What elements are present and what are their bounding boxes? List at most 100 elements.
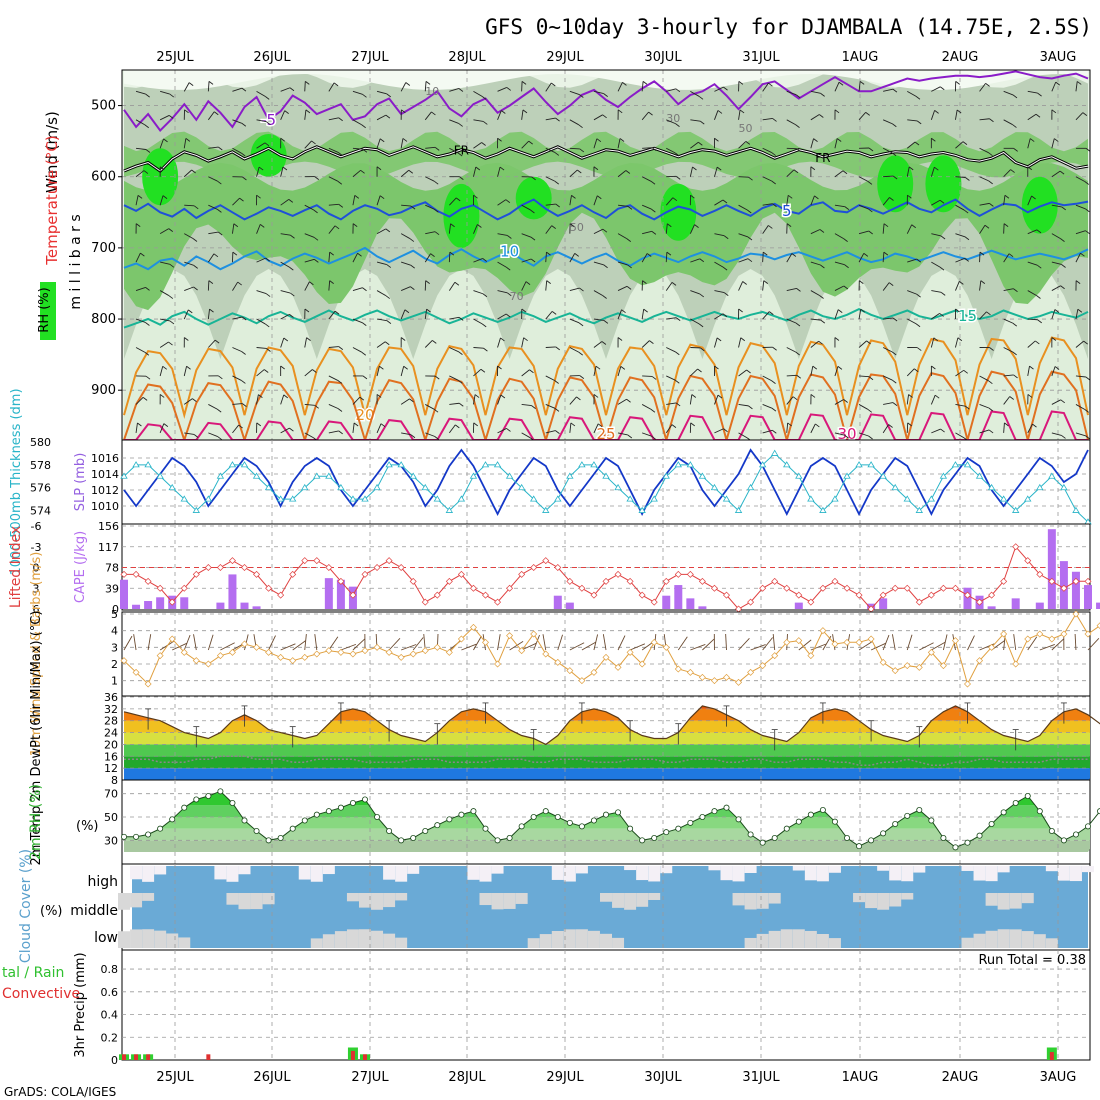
wind-barb-flag xyxy=(450,223,455,228)
wind-barb-flag xyxy=(163,423,169,427)
wind-barb-flag xyxy=(626,285,632,290)
wind-barb-flag xyxy=(892,175,898,180)
wind-ylabel-10m: 10m Wind Speed & Barbs (m/s) xyxy=(29,552,44,757)
wind-barb xyxy=(762,225,769,234)
wind-barb xyxy=(208,404,218,410)
wind-barb-flag xyxy=(1035,113,1041,118)
wind-barb xyxy=(810,90,821,94)
lifted-index-point xyxy=(1000,577,1008,585)
wind-barb-flag xyxy=(208,81,214,85)
surface-wind-barb xyxy=(1051,638,1064,651)
rh-point xyxy=(374,814,381,821)
wind-barb-flag xyxy=(1082,112,1088,116)
wind-barb-flag xyxy=(531,176,536,181)
wind-barb xyxy=(184,432,195,435)
cape-bar xyxy=(1071,571,1080,609)
lifted-index-point xyxy=(457,570,465,578)
wind-barb xyxy=(786,422,789,433)
wind-barb xyxy=(304,233,315,238)
rh-contour-label: 50 xyxy=(739,122,753,135)
lifted-index-point xyxy=(1024,557,1032,565)
wind-barb-flag xyxy=(1061,435,1066,439)
wind-barb xyxy=(642,230,652,235)
wind-barb xyxy=(135,347,146,353)
wind-barb xyxy=(449,119,459,124)
wind-barb xyxy=(328,203,339,206)
wind-barb xyxy=(232,87,243,92)
lifted-index-point xyxy=(144,577,152,585)
cloud-low-cell xyxy=(600,933,612,948)
wind-barb-flag xyxy=(430,253,435,258)
precip-ylabel: 3hr Precip (mm) xyxy=(73,952,88,1057)
wind-barb xyxy=(160,261,171,265)
pressure-tick-label: 600 xyxy=(91,170,116,185)
surface-wind-barb xyxy=(423,634,426,651)
wind-barb-flag xyxy=(1003,223,1009,228)
lifted-index-point xyxy=(1012,543,1020,551)
wind-barb-flag xyxy=(305,81,310,85)
wind-barb xyxy=(401,432,412,436)
wind-barb-flag xyxy=(145,149,151,153)
wind-barb xyxy=(376,228,387,235)
rh-point xyxy=(904,812,911,819)
wind-barb xyxy=(665,197,674,206)
wind-barb-flag xyxy=(769,311,774,315)
wind-barb-flag xyxy=(651,208,656,213)
wind-barb xyxy=(907,90,917,97)
wind-speed-point xyxy=(783,638,791,646)
wind-barb xyxy=(280,337,285,348)
surface-wind-barb xyxy=(542,634,547,651)
wind-barb-flag xyxy=(555,346,561,351)
precip-convective-bar xyxy=(206,1054,211,1060)
wind-barb-flag xyxy=(385,295,390,299)
wind-barb-flag xyxy=(957,337,963,342)
wind-barb xyxy=(593,195,598,206)
wind-speed-point xyxy=(144,680,152,688)
wind-barb-flag xyxy=(338,430,343,435)
wind-barb xyxy=(786,396,794,405)
lifted-index-point xyxy=(686,570,694,578)
wind-speed-point xyxy=(1012,660,1020,668)
cloud-mid-cell xyxy=(371,893,384,910)
surface-wind-barb xyxy=(593,634,599,651)
surface-wind-barb xyxy=(906,634,913,651)
wind-barb xyxy=(1003,422,1005,433)
surface-wind-barb xyxy=(207,634,214,651)
cloud-low-cell xyxy=(961,937,974,948)
wind-barb xyxy=(449,375,459,381)
wind-barb-flag xyxy=(232,251,238,256)
wind-barb xyxy=(593,290,603,296)
wind-speed-point xyxy=(397,653,405,661)
cloud-low-cell xyxy=(828,938,841,948)
wind-barb xyxy=(714,199,724,206)
thickness-point xyxy=(927,495,936,502)
cloud-high-cell xyxy=(660,866,673,874)
wind-barb xyxy=(400,309,406,320)
wind-barb xyxy=(256,119,267,123)
wind-barb xyxy=(376,261,387,265)
lifted-index-point xyxy=(674,570,682,578)
wind-barb-flag xyxy=(1032,423,1037,428)
cape-bar xyxy=(228,574,237,609)
wind-barb-flag xyxy=(843,399,848,403)
wind-barb xyxy=(690,290,700,295)
cloud-low-cell xyxy=(816,933,829,948)
wind-barb-flag xyxy=(433,180,439,185)
cape-bar xyxy=(324,578,333,609)
wind-barb-flag xyxy=(1029,365,1034,370)
wind-barb xyxy=(521,281,527,291)
wind-speed-point xyxy=(289,657,297,665)
wind-speed-point xyxy=(964,680,971,688)
wind-barb xyxy=(858,230,869,235)
cloud-high-cell xyxy=(395,866,408,882)
wind-barb-flag xyxy=(483,347,488,352)
wind-barb xyxy=(714,337,718,348)
wind-barb xyxy=(425,231,436,235)
wind-barb-flag xyxy=(329,251,334,256)
wind-barb-flag xyxy=(1012,322,1018,327)
rh-point xyxy=(988,821,995,828)
wind-barb-flag xyxy=(763,280,769,284)
wind-barb-flag xyxy=(860,308,866,313)
wind-barb-flag xyxy=(810,394,816,398)
